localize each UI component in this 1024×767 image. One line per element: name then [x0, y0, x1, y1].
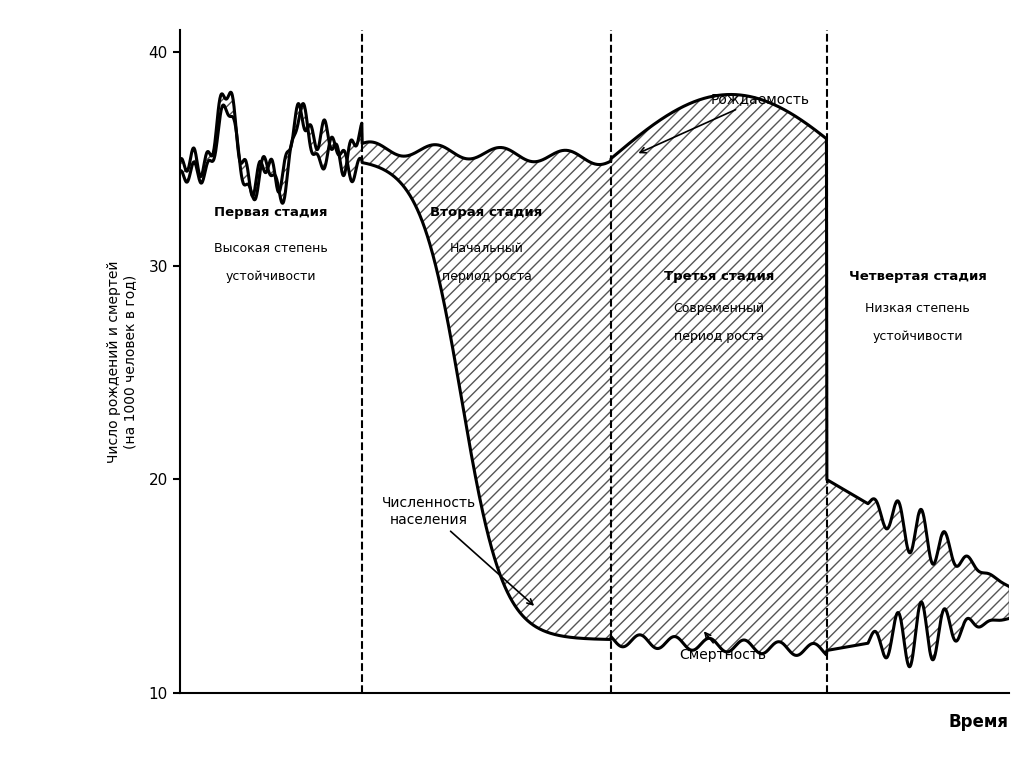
Text: Начальный: Начальный [450, 242, 523, 255]
Text: Высокая степень: Высокая степень [214, 242, 328, 255]
Y-axis label: Число рождений и смертей
(на 1000 человек в год): Число рождений и смертей (на 1000 челове… [108, 261, 137, 463]
Text: Третья стадия: Третья стадия [664, 270, 774, 283]
Text: Рождаемость: Рождаемость [640, 92, 809, 153]
Text: период роста: период роста [674, 330, 764, 343]
Text: Численность
населения: Численность населения [381, 496, 532, 604]
Text: Время: Время [949, 713, 1009, 731]
Text: Смертность: Смертность [679, 633, 766, 662]
Text: Первая стадия: Первая стадия [214, 206, 328, 219]
Text: период роста: период роста [441, 270, 531, 283]
Text: Вторая стадия: Вторая стадия [430, 206, 543, 219]
Text: Современный: Современный [673, 302, 764, 314]
Text: Четвертая стадия: Четвертая стадия [849, 270, 987, 283]
Text: Низкая степень: Низкая степень [865, 302, 970, 314]
Text: устойчивости: устойчивости [225, 270, 316, 283]
Text: устойчивости: устойчивости [872, 330, 963, 343]
